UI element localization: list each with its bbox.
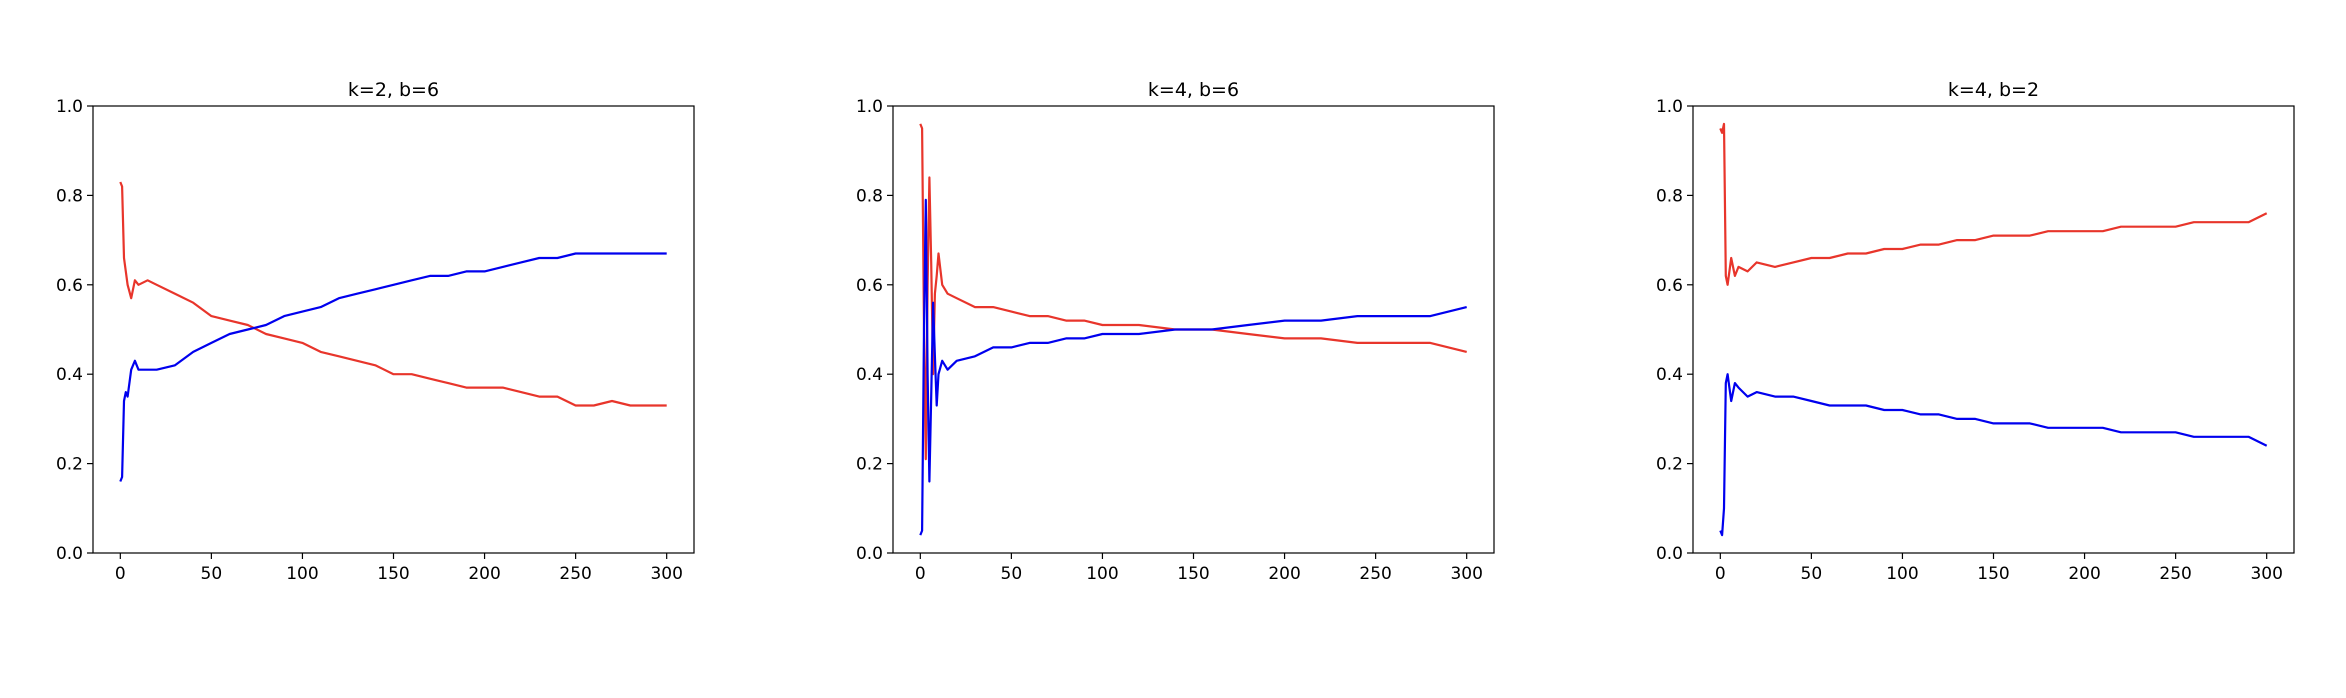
y-tick-label: 0.4 [1656, 365, 1683, 385]
x-tick-label: 0 [115, 564, 126, 584]
x-tick-label: 150 [377, 564, 409, 584]
chart-title: k=4, b=6 [1148, 79, 1239, 101]
x-tick-label: 300 [650, 564, 682, 584]
x-tick-label: 250 [559, 564, 591, 584]
chart-title: k=4, b=2 [1948, 79, 2039, 101]
y-tick-label: 0.2 [1656, 455, 1683, 475]
x-tick-label: 100 [286, 564, 318, 584]
series-line-2 [1719, 373, 2268, 537]
y-tick-label: 0.4 [56, 365, 83, 385]
chart-title: k=2, b=6 [348, 79, 439, 101]
y-tick-label: 0.0 [856, 544, 883, 564]
y-tick-label: 1.0 [856, 97, 883, 117]
series-line-1 [119, 181, 667, 407]
chart-3: k=4, b=2 0 50 100 150 200 250 300 0.0 0.2 0.4 0.6 0.… [1656, 79, 2295, 584]
x-tick-label: 150 [1977, 564, 2009, 584]
x-tick-label: 200 [1268, 564, 1300, 584]
chart-2: k=4, b=6 0 50 100 150 200 250 300 0.0 0.2 0.4 0.6 0.… [856, 79, 1495, 584]
y-tick-label: 0.6 [1656, 276, 1683, 296]
y-tick-label: 0.4 [856, 365, 883, 385]
y-tick-label: 0.8 [856, 186, 883, 206]
x-tick-label: 250 [1359, 564, 1391, 584]
series-line-1 [1719, 122, 2268, 286]
x-tick-label: 250 [2159, 564, 2191, 584]
y-tick-label: 0.8 [56, 186, 83, 206]
chart-1: k=2, b=6 0 50 100 150 200 250 300 0.0 0.2 0.4 0.6 0.… [56, 79, 695, 584]
y-tick-label: 0.6 [856, 276, 883, 296]
series-line-2 [119, 252, 667, 482]
x-tick-label: 150 [1177, 564, 1209, 584]
y-tick-label: 0.0 [1656, 544, 1683, 564]
x-tick-label: 300 [2250, 564, 2282, 584]
y-tick-label: 0.8 [1656, 186, 1683, 206]
y-tick-label: 0.0 [56, 544, 83, 564]
x-tick-label: 200 [468, 564, 500, 584]
x-tick-label: 50 [1001, 564, 1023, 584]
y-tick-label: 1.0 [56, 97, 83, 117]
y-tick-label: 0.2 [56, 455, 83, 475]
x-tick-label: 100 [1086, 564, 1118, 584]
x-tick-label: 100 [1886, 564, 1918, 584]
x-tick-label: 0 [1715, 564, 1726, 584]
y-tick-label: 0.6 [56, 276, 83, 296]
series-line-1 [919, 123, 1467, 461]
y-tick-label: 1.0 [1656, 97, 1683, 117]
x-tick-label: 300 [1450, 564, 1482, 584]
x-tick-label: 200 [2068, 564, 2100, 584]
x-tick-label: 0 [915, 564, 926, 584]
x-tick-label: 50 [201, 564, 223, 584]
y-tick-label: 0.2 [856, 455, 883, 475]
x-tick-label: 50 [1801, 564, 1823, 584]
series-line-2 [919, 198, 1467, 536]
